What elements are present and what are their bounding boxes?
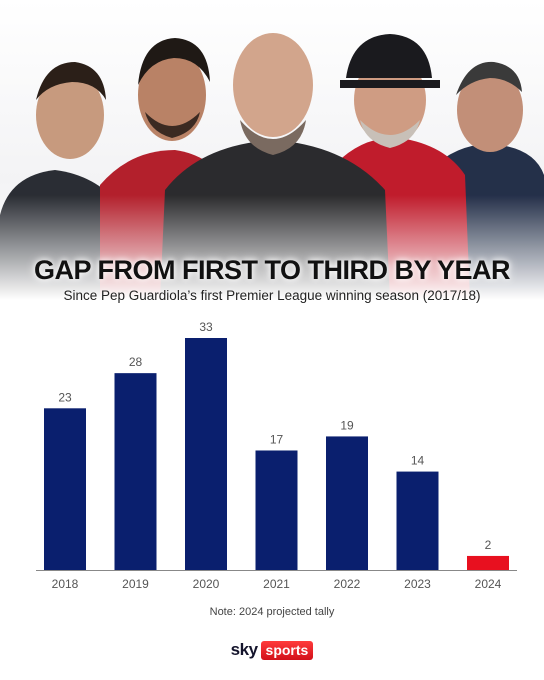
logo-sports-text: sports (260, 640, 314, 660)
x-tick-label-2023: 2023 (404, 577, 431, 591)
bar-chart: 23 2018 28 2019 33 2020 17 2021 19 2022 14 2023 2 202… (36, 320, 517, 591)
x-tick-label-2021: 2021 (263, 577, 290, 591)
bar-2020 (185, 338, 227, 570)
x-tick-label-2020: 2020 (193, 577, 220, 591)
bar-2023 (396, 471, 439, 570)
bar-2019 (114, 373, 157, 570)
chart-note: Note: 2024 projected tally (209, 606, 335, 618)
data-label-2021: 17 (270, 432, 284, 446)
x-tick-label-2024: 2024 (475, 577, 502, 591)
data-label-2018: 23 (58, 390, 72, 404)
data-label-2019: 28 (129, 355, 143, 369)
logo-sky-text: sky (230, 640, 258, 659)
header-photo (0, 0, 544, 300)
x-tick-label-2022: 2022 (334, 577, 361, 591)
page-title: GAP FROM FIRST TO THIRD BY YEAR (33, 255, 511, 285)
bar-2021 (255, 450, 298, 570)
sky-sports-logo: sky sports (0, 640, 544, 660)
bar-2022 (326, 436, 368, 570)
data-label-2023: 14 (411, 454, 425, 468)
x-tick-label-2018: 2018 (52, 577, 79, 591)
bar-2018 (44, 408, 86, 570)
data-label-2024: 2 (485, 538, 492, 552)
managers-photo (0, 0, 544, 300)
bar-2024 (467, 555, 509, 570)
page-subtitle: Since Pep Guardiola’s first Premier Leag… (63, 288, 481, 303)
data-label-2020: 33 (199, 320, 213, 334)
data-label-2022: 19 (340, 418, 354, 432)
x-tick-label-2019: 2019 (122, 577, 149, 591)
